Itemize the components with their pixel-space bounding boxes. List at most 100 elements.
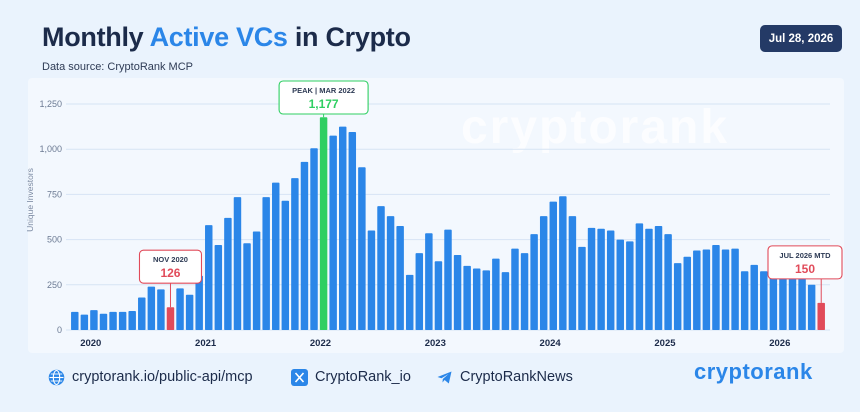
api-link-text: cryptorank.io/public-api/mcp <box>72 369 253 385</box>
y-tick-label: 750 <box>47 189 62 199</box>
telegram-link-text: CryptoRankNews <box>460 369 573 385</box>
annotation-label: JUL 2026 MTD <box>779 251 831 260</box>
bar <box>233 197 242 330</box>
bar <box>128 311 136 330</box>
bar <box>702 249 711 330</box>
bar <box>99 313 108 330</box>
y-tick-label: 1,000 <box>39 144 62 154</box>
bar <box>138 297 146 330</box>
bar <box>530 234 538 330</box>
bar <box>386 216 395 330</box>
bar <box>693 250 701 330</box>
bar <box>262 197 270 330</box>
bar <box>673 263 682 330</box>
bar <box>358 167 366 330</box>
bar <box>310 148 318 330</box>
bar <box>396 226 404 330</box>
footer-telegram-link[interactable]: CryptoRankNews <box>436 368 573 386</box>
footer-api-link[interactable]: cryptorank.io/public-api/mcp <box>48 368 253 386</box>
bar <box>434 261 443 330</box>
bar <box>195 275 203 330</box>
bar <box>463 265 471 330</box>
bar <box>683 256 691 330</box>
bar <box>80 314 89 330</box>
bar <box>472 268 481 330</box>
x-tick-label: 2022 <box>310 338 331 349</box>
bar <box>740 271 749 330</box>
bar <box>654 226 663 330</box>
bar <box>807 284 816 330</box>
bar <box>224 217 232 330</box>
bar <box>606 230 615 330</box>
bar <box>664 234 672 330</box>
bar <box>492 258 500 330</box>
bar <box>415 253 424 330</box>
bar <box>616 239 624 330</box>
y-axis-label: Unique Investors <box>25 168 35 232</box>
bar <box>281 200 290 330</box>
bar <box>482 270 491 330</box>
y-tick-labels: 0 250 500 750 1,000 1,250 <box>39 99 62 335</box>
bar <box>444 229 452 330</box>
bar <box>252 231 261 330</box>
bar <box>90 310 98 330</box>
annotation-box <box>278 80 369 115</box>
bar <box>511 248 519 330</box>
bar <box>626 241 634 330</box>
bar <box>176 288 184 330</box>
x-tick-label: 2026 <box>769 338 790 349</box>
bar <box>348 132 357 330</box>
bar <box>587 227 596 330</box>
y-tick-label: 500 <box>47 235 62 245</box>
bar <box>645 228 653 330</box>
bar <box>214 245 223 330</box>
bar <box>405 274 414 330</box>
bar <box>817 302 825 330</box>
annotation-box <box>138 249 203 284</box>
bar <box>205 225 213 330</box>
globe-icon <box>48 369 65 386</box>
bar <box>291 178 299 330</box>
year-labels: 2020 2021 2022 2023 2024 2025 2026 <box>80 338 790 349</box>
bar <box>166 307 175 330</box>
bar <box>339 126 347 330</box>
x-tick-label: 2025 <box>654 338 676 349</box>
annotation-value: 150 <box>795 262 815 276</box>
x-tick-label: 2021 <box>195 338 217 349</box>
page-title: Monthly Active VCs in Crypto <box>42 22 411 53</box>
bar <box>157 289 165 330</box>
bar <box>185 294 194 330</box>
x-tick-label: 2023 <box>425 338 446 349</box>
bar <box>788 268 797 330</box>
bars <box>71 117 825 331</box>
x-link-text: CryptoRank_io <box>315 369 411 385</box>
bar <box>568 216 577 330</box>
bar <box>243 243 251 330</box>
title-accent: Active VCs <box>149 22 288 52</box>
bar <box>721 249 730 330</box>
bar <box>798 277 806 330</box>
bar <box>578 246 586 330</box>
bar <box>769 264 778 330</box>
annotation-label: NOV 2020 <box>153 255 188 264</box>
title-part-1: Monthly <box>42 22 150 52</box>
bar <box>118 311 127 330</box>
annotations: PEAK | MAR 2022 1,177 NOV 2020 126 JUL 2026 … <box>138 80 843 308</box>
bar <box>329 135 337 330</box>
bar <box>549 201 557 330</box>
bar <box>731 248 739 330</box>
footer-x-link[interactable]: CryptoRank_io <box>291 368 411 386</box>
annotation-value: 1,177 <box>309 97 339 111</box>
watermark: cryptorank <box>461 101 729 154</box>
bar <box>453 254 462 330</box>
bar <box>760 271 768 330</box>
bar <box>539 216 548 330</box>
bar <box>501 272 510 330</box>
bar <box>559 196 567 330</box>
bar <box>520 253 529 330</box>
bar <box>597 228 605 330</box>
title-part-2: in Crypto <box>287 22 411 52</box>
annotation-label: PEAK | MAR 2022 <box>292 86 355 95</box>
x-logo-icon <box>291 368 308 386</box>
